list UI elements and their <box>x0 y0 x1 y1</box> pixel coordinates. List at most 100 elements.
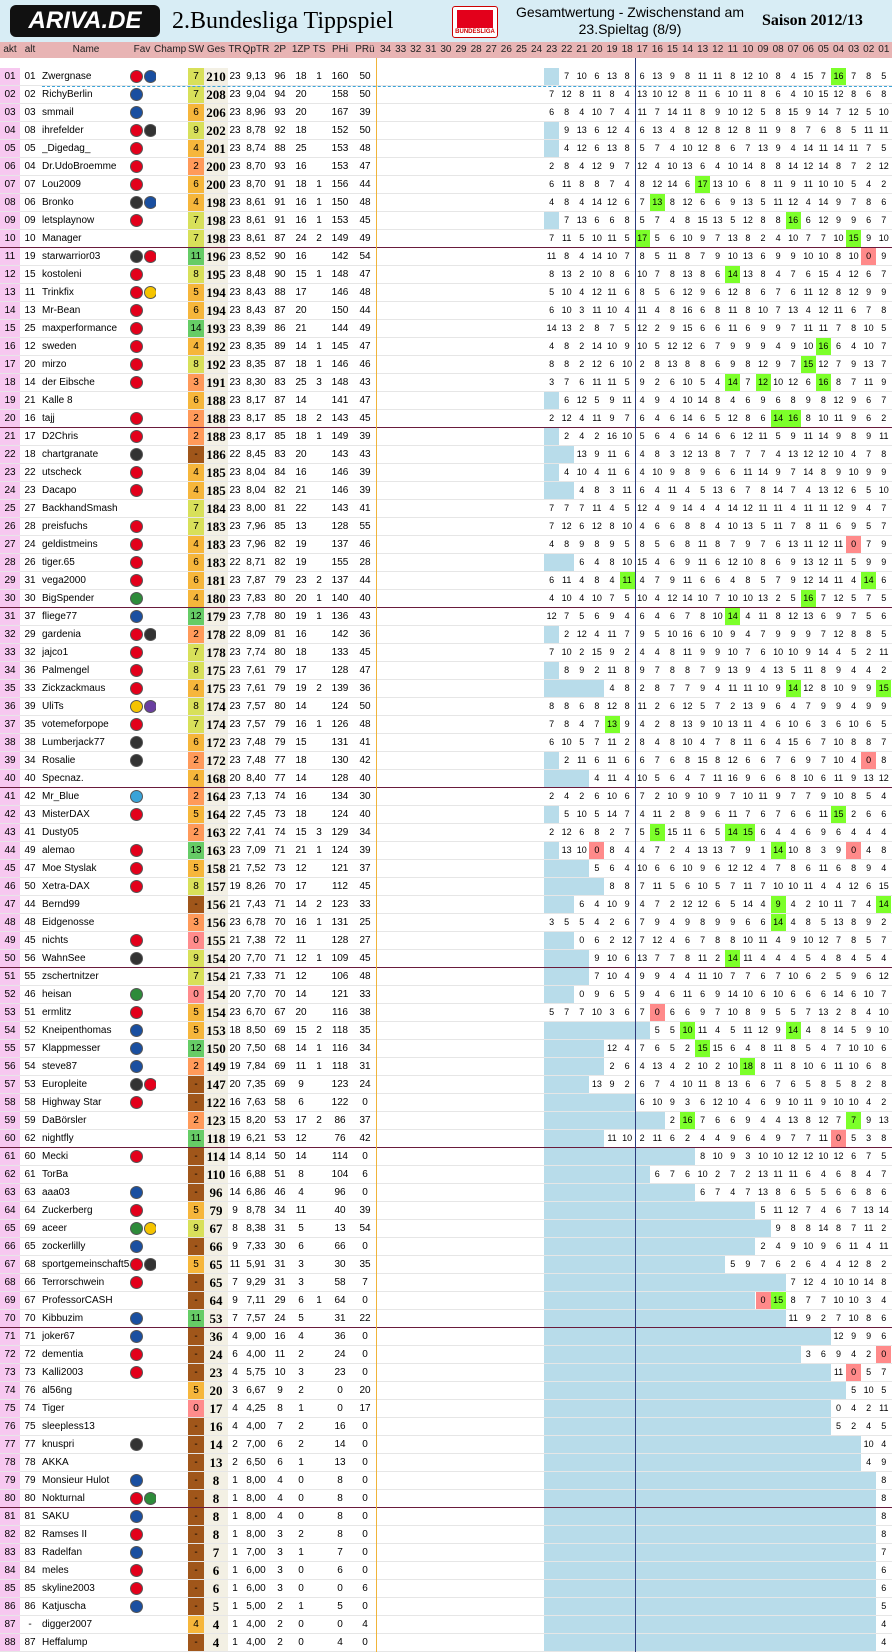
table-row[interactable]: 25 27 BackhandSmash 7 184 23 8,00 81 22 143 41 7 7 7 1… <box>0 500 892 518</box>
table-row[interactable]: 81 81 SAKU -8 1 8,00 4 0 8 0 8 <box>0 1508 892 1526</box>
table-row[interactable]: 04 08 ihrefelder 9 202 23 8,78 92 18 152 50 9 13 6 12 4… <box>0 122 892 140</box>
table-row[interactable]: 56 54 steve87 2 149 19 7,84 69 11 1 118 31 2 6 4 13 4 2 10… <box>0 1058 892 1076</box>
table-row[interactable]: 40 40 Specnaz. 4 168 20 8,40 77 14 128 40 4 11 4 10 5 6 4… <box>0 770 892 788</box>
table-row[interactable]: 80 80 Nokturnal -8 1 8,00 4 0 8 0 8 <box>0 1490 892 1508</box>
table-row[interactable]: 83 83 Radelfan -7 1 7,00 3 1 7 0 7 <box>0 1544 892 1562</box>
table-row[interactable]: 33 32 jajco1 7 178 23 7,74 80 18 133 45 7 10 2 15 9 2 4 4 8… <box>0 644 892 662</box>
total-points: 14 <box>204 1436 228 1453</box>
table-row[interactable]: 49 45 nichts 0 155 21 7,38 72 11 128 27 0 6 2 12 7 12 4 6 7… <box>0 932 892 950</box>
table-row[interactable]: 78 78 AKKA -13 2 6,50 6 1 13 0 4 9 <box>0 1454 892 1472</box>
table-row[interactable]: 34 36 Palmengel 8 175 23 7,61 79 17 128 47 8 9 2 11 8 9 7… <box>0 662 892 680</box>
table-row[interactable]: 45 47 Moe Styslak 5 158 21 7,52 73 12 121 37 5 6 4 10 6… <box>0 860 892 878</box>
table-row[interactable]: 13 11 Trinkfix 5 194 23 8,43 88 17 146 48 5 10 4 12 11 6… <box>0 284 892 302</box>
matchday-score: 12 <box>682 899 693 909</box>
table-row[interactable]: 46 50 Xetra-DAX 8 157 19 8,26 70 17 112 45 8 8 7 11 5 6 1… <box>0 878 892 896</box>
table-row[interactable]: 23 22 utscheck 4 185 23 8,04 84 16 146 39 4 10 4 11 6 4 1… <box>0 464 892 482</box>
table-row[interactable]: 11 19 starwarrior03 11 196 23 8,52 90 16 142 54 11 8… <box>0 248 892 266</box>
table-row[interactable]: 26 28 preisfuchs 7 183 23 7,96 85 13 128 55 7 12 6 12 8… <box>0 518 892 536</box>
table-row[interactable]: 84 84 meles -6 1 6,00 3 0 6 0 6 <box>0 1562 892 1580</box>
table-row[interactable]: 39 34 Rosalie 2 172 23 7,48 77 18 130 42 2 11 6 11 6 6 7 6… <box>0 752 892 770</box>
table-row[interactable]: 85 85 skyline2003-6 1 6,00 3 0 0 6 6 <box>0 1580 892 1598</box>
matchday-score: 8 <box>745 575 751 585</box>
table-row[interactable]: 61 60 Mecki -114 14 8,14 50 14 114 0 8 10 9 3 10 10 12 12… <box>0 1148 892 1166</box>
table-row[interactable]: 82 82 Ramses II -8 1 8,00 3 2 8 0 8 <box>0 1526 892 1544</box>
matchday-score: 11 <box>758 125 768 135</box>
table-row[interactable]: 66 65 zockerlilly -66 9 7,33 30 6 66 0 2 4 9 10 9 6 11 4 1… <box>0 1238 892 1256</box>
table-row[interactable]: 79 79 Monsieur Hulot -8 1 8,00 4 0 8 0 8 <box>0 1472 892 1490</box>
table-row[interactable]: 32 29 gardenia 2 178 22 8,09 81 16 142 36 2 12 4 11 7 9 5… <box>0 626 892 644</box>
table-row[interactable]: 19 21 Kalle 8 6 188 23 8,17 87 14 141 47 6 12 5 9 11 4 9 4… <box>0 392 892 410</box>
table-row[interactable]: 38 38 Lumberjack77 6 172 23 7,48 79 15 131 41 6 10 5 7… <box>0 734 892 752</box>
table-row[interactable]: 36 39 UliTs 8 174 23 7,57 80 14 124 50 8 8 6 8 12 8 11 2 6 1… <box>0 698 892 716</box>
table-row[interactable]: 02 02 RichyBerlin 7 208 23 9,04 94 20 158 50 7 12 8 11… <box>0 86 892 104</box>
table-row[interactable]: 57 53 Europleite -147 20 7,35 69 9 123 24 13 9 2 6 7 4 1… <box>0 1076 892 1094</box>
table-row[interactable]: 71 71 joker67-36 4 9,00 16 4 36 0 12 9 9 6 <box>0 1328 892 1346</box>
table-row[interactable]: 10 10 Manager 7 198 23 8,61 87 24 2 149 49 7 11 5 10 11 5… <box>0 230 892 248</box>
table-row[interactable]: 18 14 der Eibsche 3 191 23 8,30 83 25 3 148 43 3 7 6 11… <box>0 374 892 392</box>
table-row[interactable]: 72 72 dementia -24 6 4,00 11 2 24 0 3 6 9 4 2 0 <box>0 1346 892 1364</box>
table-row[interactable]: 17 20 mirzo 8 192 23 8,35 87 18 1 146 46 8 8 2 12 6 10 2 8 1… <box>0 356 892 374</box>
table-row[interactable]: 67 68 sportgemeinschaft53 5 65 11 5,91 31 3 30 35 5… <box>0 1256 892 1274</box>
table-row[interactable]: 55 57 Klappmesser 12 150 20 7,50 68 14 1 116 34 12 4 7… <box>0 1040 892 1058</box>
table-row[interactable]: 70 70 Kibbuzim 11 53 7 7,57 24 5 31 22 11 9 2 7 10 8 6 <box>0 1310 892 1328</box>
table-row[interactable]: 63 63 aaa03-96 14 6,86 46 4 96 0 6 7 4 7 13 8 6 5 5 6 6 8 6 <box>0 1184 892 1202</box>
table-row[interactable]: 52 46 heisan 0 154 20 7,70 70 14 121 33 0 9 6 5 9 4 6 11 6 9… <box>0 986 892 1004</box>
table-row[interactable]: 64 64 Zuckerberg 5 79 9 8,78 34 11 40 39 5 11 12 7 4 6 7 1… <box>0 1202 892 1220</box>
points-per-tip: 6,86 <box>246 1187 266 1198</box>
ariva-logo[interactable]: ARIVA.DE <box>10 5 160 37</box>
table-row[interactable]: 62 61 TorBa -110 16 6,88 51 8 104 6 6 7 6 10 2 7 2 13 11 11… <box>0 1166 892 1184</box>
table-row[interactable]: 59 59 DaBörsler 2 123 15 8,20 53 17 2 86 37 2 16 7 6 6 9 4… <box>0 1112 892 1130</box>
table-row[interactable]: 16 12 sweden 4 192 23 8,35 89 14 1 145 47 4 8 2 14 10 9 10… <box>0 338 892 356</box>
table-row[interactable]: 35 33 Zickzackmaus 4 175 23 7,61 79 19 2 139 36 4 8 2 8… <box>0 680 892 698</box>
table-row[interactable]: 69 67 ProfessorCASH -64 9 7,11 29 6 1 64 0 0 15 8 7 7 10… <box>0 1292 892 1310</box>
table-row[interactable]: 41 42 Mr_Blue 2 164 23 7,13 74 16 134 30 2 4 2 6 10 6 7 2 1… <box>0 788 892 806</box>
table-row[interactable]: 47 44 Bernd99-156 21 7,43 71 14 2 123 33 6 4 10 9 4 7 2 1… <box>0 896 892 914</box>
table-row[interactable]: 15 25 maxperformance 14 193 23 8,39 86 21 144 49 14… <box>0 320 892 338</box>
table-row[interactable]: 88 87 Heffalump -4 1 4,00 2 0 4 0 4 <box>0 1634 892 1652</box>
table-row[interactable]: 20 16 tajj 2 188 23 8,17 85 18 2 143 45 2 12 4 11 9 7 6 4 6 1… <box>0 410 892 428</box>
table-row[interactable]: 53 51 ermlitz 5 154 23 6,70 67 20 116 38 5 7 7 10 3 6 7 0 6… <box>0 1004 892 1022</box>
matchday-score: 6 <box>579 521 585 531</box>
matchday-score: 5 <box>881 143 887 153</box>
table-row[interactable]: 75 74 Tiger 0 17 4 4,25 8 1 0 17 0 4 2 11 <box>0 1400 892 1418</box>
table-row[interactable]: 12 15 kostoleni 8 195 23 8,48 90 15 1 148 47 8 13 2 10 8… <box>0 266 892 284</box>
table-row[interactable]: 27 24 geldistmeins 4 183 23 7,96 82 19 137 46 4 8 9 8 9… <box>0 536 892 554</box>
table-row[interactable]: 28 26 tiger.65 6 183 22 8,71 82 19 155 28 6 4 8 10 15 4 6… <box>0 554 892 572</box>
table-row[interactable]: 77 77 knuspri -14 2 7,00 6 2 14 0 10 4 <box>0 1436 892 1454</box>
table-row[interactable]: 31 37 fliege77 12 179 23 7,78 80 19 1 136 43 12 7 5 6 9 4… <box>0 608 892 626</box>
table-row[interactable]: 42 43 MisterDAX 5 164 22 7,45 73 18 124 40 5 10 5 14 7 4… <box>0 806 892 824</box>
table-row[interactable]: 65 69 aceer 9 67 8 8,38 31 5 13 54 9 8 8 14 8 7 11 2 <box>0 1220 892 1238</box>
table-row[interactable]: 43 41 Dusty05 2 163 22 7,41 74 15 3 129 34 2 12 6 8 2 7 5 5… <box>0 824 892 842</box>
table-row[interactable]: 76 75 sleepless13-16 4 4,00 7 2 16 0 5 2 4 5 <box>0 1418 892 1436</box>
table-row[interactable]: 87- digger2007 4 4 1 4,00 2 0 0 4 4 <box>0 1616 892 1634</box>
table-row[interactable]: 73 73 Kalli2003-23 4 5,75 10 3 23 0 11 0 5 7 <box>0 1364 892 1382</box>
table-row[interactable]: 03 03 smmail 6 206 23 8,96 93 20 167 39 6 8 4 10 7 4 11 7 1… <box>0 104 892 122</box>
table-row[interactable]: 86 86 Katjuscha -5 1 5,00 2 1 5 0 5 <box>0 1598 892 1616</box>
table-row[interactable]: 51 55 zschertnitzer 7 154 21 7,33 71 12 106 48 7 10 4… <box>0 968 892 986</box>
table-row[interactable]: 68 66 Terrorschwein -65 7 9,29 31 3 58 7 7 12 4 10 10 1… <box>0 1274 892 1292</box>
table-row[interactable]: 24 23 Dacapo 4 185 23 8,04 82 21 146 39 4 8 3 11 6 4 11 4 5… <box>0 482 892 500</box>
table-row[interactable]: 37 35 votemeforpope 7 174 23 7,57 79 16 1 126 48 7 8 4… <box>0 716 892 734</box>
table-row[interactable]: 07 07 Lou2009 6 200 23 8,70 91 18 1 156 44 6 11 8 8 7 4 8 1… <box>0 176 892 194</box>
table-row[interactable]: 30 30 BigSpender 4 180 23 7,83 80 20 1 140 40 4 10 4 10… <box>0 590 892 608</box>
table-row[interactable]: 06 04 Dr.UdoBroemme 2 200 23 8,70 93 16 153 47 2 8 4 1… <box>0 158 892 176</box>
table-row[interactable]: 14 13 Mr-Bean 6 194 23 8,43 87 20 150 44 6 10 3 11 10 4 1… <box>0 302 892 320</box>
table-row[interactable]: 48 48 Eidgenosse 3 156 23 6,78 70 16 1 131 25 3 5 5 4 2 6… <box>0 914 892 932</box>
table-row[interactable]: 08 06 Bronko 4 198 23 8,61 91 16 1 150 48 4 8 4 14 12 6 7 1… <box>0 194 892 212</box>
table-row[interactable]: 22 18 chartgranate -186 22 8,45 83 20 143 43 13 9 11… <box>0 446 892 464</box>
table-row[interactable]: 60 62 nightfly 11 118 19 6,21 53 12 76 42 11 10 2 11 6 2… <box>0 1130 892 1148</box>
table-row[interactable]: 21 17 D2Chris 2 188 23 8,17 85 18 1 149 39 2 4 2 16 10 5 6… <box>0 428 892 446</box>
table-row[interactable]: 74 76 al56ng 5 20 3 6,67 9 2 0 20 5 10 5 <box>0 1382 892 1400</box>
table-row[interactable]: 44 49 alemao 13 163 23 7,09 71 21 1 124 39 13 10 0 8 4 4 7… <box>0 842 892 860</box>
table-row[interactable]: 50 56 WahnSee 9 154 20 7,70 71 12 1 109 45 9 10 6 13 7 7 8… <box>0 950 892 968</box>
two-point-count: 91 <box>274 197 286 208</box>
rank-previous: 23 <box>24 485 36 496</box>
table-row[interactable]: 54 52 Kneipenthomas 5 153 18 8,50 69 15 2 118 35 5 5 1… <box>0 1022 892 1040</box>
table-row[interactable]: 09 09 letsplaynow 7 198 23 8,61 91 16 1 153 45 7 13 6 6… <box>0 212 892 230</box>
table-row[interactable]: 05 05 _Digedag_ 4 201 23 8,74 88 25 153 48 4 12 6 13 8 5… <box>0 140 892 158</box>
matchday-score: 12 <box>788 611 799 621</box>
matchday-score: 7 <box>835 1313 841 1323</box>
table-row[interactable]: 29 31 vega2000 6 181 23 7,87 79 23 2 137 44 6 11 4 8 4 11… <box>0 572 892 590</box>
table-row[interactable]: 0101Zwergnase7210239,139618116050★710613… <box>0 68 892 86</box>
table-row[interactable]: 58 58 Highway Star -122 16 7,63 58 6 122 0 6 10 9 3 6 1… <box>0 1094 892 1112</box>
